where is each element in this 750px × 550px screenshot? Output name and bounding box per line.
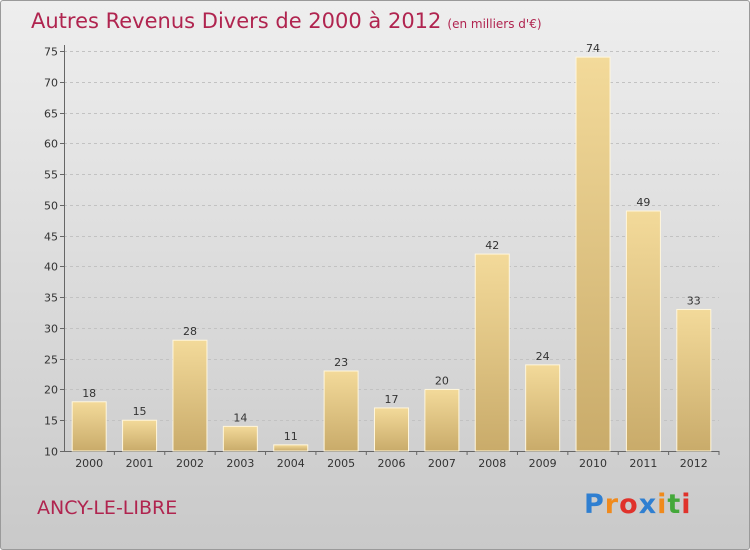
bar-value-label: 33: [687, 294, 701, 307]
bar: [71, 401, 107, 452]
proxiti-logo: Proxiti: [584, 489, 692, 520]
chart-title: Autres Revenus Divers de 2000 à 2012 (en …: [31, 9, 542, 33]
x-tick-label: 2005: [327, 457, 355, 470]
y-tick-label: 55: [44, 169, 58, 182]
logo-letter: r: [604, 489, 620, 520]
bar: [222, 425, 258, 452]
bar: [273, 444, 309, 452]
labels: 10 15 20 25 30 35 40 45 50 55 60 65 70 75 18 2000 15 2001…: [44, 42, 708, 470]
y-tick-label: 25: [44, 354, 58, 367]
place-name: ANCY-LE-LIBRE: [37, 497, 178, 519]
y-tick-label: 10: [44, 446, 58, 459]
x-tick-label: 2011: [629, 457, 657, 470]
logo-letter: t: [667, 489, 682, 520]
bar-value-label: 15: [133, 405, 147, 418]
x-tick-label: 2004: [277, 457, 305, 470]
x-tick-label: 2002: [176, 457, 204, 470]
bar-value-label: 20: [435, 374, 449, 387]
y-tick-label: 40: [44, 261, 58, 274]
chart-unit: (en milliers d'€): [447, 17, 542, 31]
x-tick-label: 2010: [579, 457, 607, 470]
bar-value-label: 23: [334, 356, 348, 369]
y-tick-label: 70: [44, 77, 58, 90]
x-tick-label: 2006: [378, 457, 406, 470]
x-tick-label: 2001: [126, 457, 154, 470]
bars: [71, 56, 712, 452]
x-tick-label: 2012: [680, 457, 708, 470]
x-tick-label: 2003: [226, 457, 254, 470]
chart-title-text: Autres Revenus Divers de 2000 à 2012: [31, 9, 442, 33]
y-tick-label: 60: [44, 138, 58, 151]
y-tick-label: 30: [44, 323, 58, 336]
bar-value-label: 28: [183, 325, 197, 338]
bar: [172, 339, 208, 452]
bar: [122, 419, 158, 452]
logo-letter: o: [619, 489, 639, 520]
y-tick-label: 35: [44, 292, 58, 305]
bar-value-label: 18: [82, 387, 96, 400]
y-tick-label: 75: [44, 46, 58, 59]
bar: [525, 364, 561, 452]
logo-letter: i: [681, 489, 692, 520]
y-tick-label: 45: [44, 231, 58, 244]
y-tick-label: 65: [44, 108, 58, 121]
bar: [323, 370, 359, 452]
bar-value-label: 49: [636, 196, 650, 209]
y-tick-label: 15: [44, 415, 58, 428]
bar: [625, 210, 661, 452]
bar-value-label: 17: [385, 393, 399, 406]
logo-letter: x: [638, 489, 658, 520]
x-tick-label: 2008: [478, 457, 506, 470]
grid-lines: [64, 51, 719, 452]
y-tick-label: 20: [44, 384, 58, 397]
logo-letter: i: [657, 489, 668, 520]
bar: [374, 407, 409, 452]
bar: [575, 56, 611, 452]
bar-value-label: 11: [284, 430, 298, 443]
bar-value-label: 24: [536, 350, 550, 363]
bar-value-label: 42: [485, 239, 499, 252]
bar-value-label: 14: [233, 411, 247, 424]
bar: [474, 253, 510, 452]
bar: [424, 388, 460, 452]
x-tick-label: 2009: [529, 457, 557, 470]
logo-letter: P: [584, 489, 605, 520]
bar-value-label: 74: [586, 42, 600, 55]
x-tick-label: 2000: [75, 457, 103, 470]
y-tick-label: 50: [44, 200, 58, 213]
x-tick-label: 2007: [428, 457, 456, 470]
bar: [676, 308, 712, 452]
